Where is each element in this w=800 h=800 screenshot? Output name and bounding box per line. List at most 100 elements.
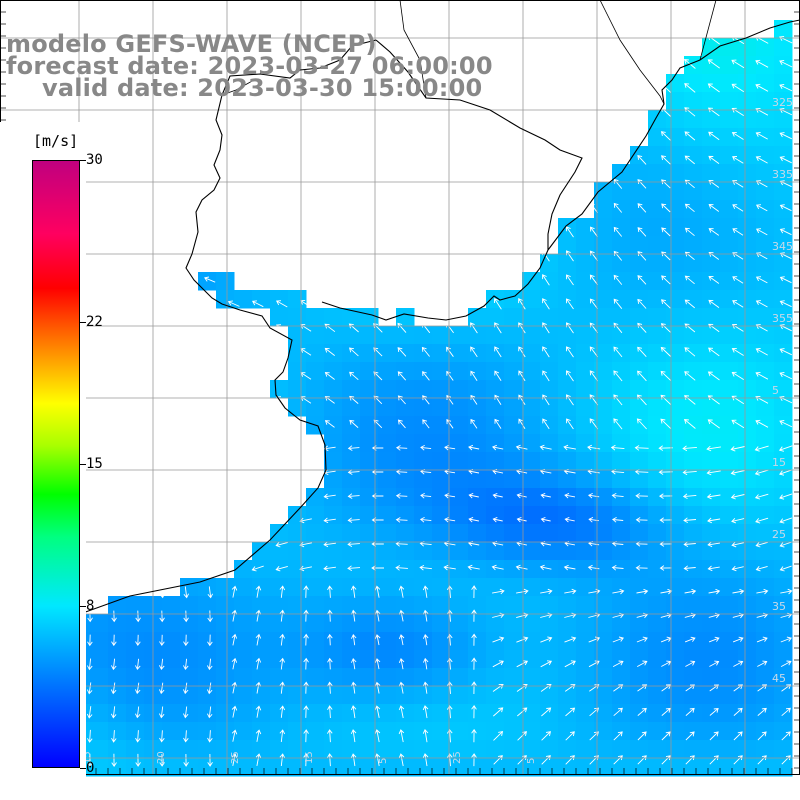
wind-arrow xyxy=(422,371,430,381)
wind-arrow xyxy=(733,731,743,741)
wind-cell xyxy=(774,686,793,705)
wind-cell xyxy=(738,218,757,237)
wind-cell xyxy=(756,182,775,201)
wind-arrow xyxy=(470,370,478,381)
wind-cell xyxy=(558,578,577,597)
wind-cell xyxy=(198,722,217,741)
wind-cell xyxy=(288,398,307,417)
wind-cell xyxy=(522,470,541,489)
wind-cell xyxy=(252,668,271,687)
wind-cell xyxy=(594,668,613,687)
wind-arrow xyxy=(327,609,333,622)
wind-cell xyxy=(90,614,109,633)
wind-cell xyxy=(594,722,613,741)
wind-arrow xyxy=(443,564,456,571)
wind-arrow xyxy=(684,371,696,381)
wind-arrow xyxy=(660,346,672,357)
wind-cell xyxy=(396,686,415,705)
wind-cell xyxy=(198,614,217,633)
wind-arrow xyxy=(374,609,381,622)
wind-cell xyxy=(612,182,631,201)
wind-cell xyxy=(324,722,343,741)
wind-cell xyxy=(720,290,739,309)
right-edge-label: 15 xyxy=(772,456,786,469)
wind-cell xyxy=(360,668,379,687)
wind-arrow xyxy=(781,731,791,741)
wind-cell xyxy=(180,740,199,759)
wind-cell xyxy=(594,200,613,219)
wind-arrow xyxy=(255,609,262,622)
wind-arrow xyxy=(470,418,478,429)
wind-arrow xyxy=(279,585,286,598)
wind-arrow xyxy=(422,585,429,598)
wind-arrow xyxy=(779,204,792,212)
wind-cell xyxy=(666,758,685,777)
wind-cell xyxy=(126,632,145,651)
wind-arrow xyxy=(780,660,792,667)
wind-cell xyxy=(702,434,721,453)
wind-arrow xyxy=(183,610,189,623)
wind-cell xyxy=(468,614,487,633)
wind-cell xyxy=(504,668,523,687)
wind-cell xyxy=(360,722,379,741)
wind-cell xyxy=(720,578,739,597)
wind-arrow xyxy=(635,493,648,499)
wind-cell xyxy=(576,614,595,633)
wind-cell xyxy=(378,578,397,597)
wind-cell xyxy=(432,686,451,705)
wind-cell xyxy=(702,128,721,147)
wind-cell xyxy=(702,542,721,561)
wind-cell xyxy=(666,434,685,453)
wind-cell xyxy=(612,308,631,327)
wind-arrow xyxy=(708,131,720,141)
wind-arrow xyxy=(398,585,405,598)
wind-cell xyxy=(342,452,361,471)
wind-arrow xyxy=(398,729,405,743)
wind-arrow xyxy=(731,59,745,69)
wind-cell xyxy=(306,740,325,759)
wind-cell xyxy=(126,596,145,615)
wind-arrow xyxy=(540,612,553,619)
wind-cell xyxy=(594,362,613,381)
wind-cell xyxy=(216,722,235,741)
wind-cell xyxy=(432,524,451,543)
wind-cell xyxy=(270,524,289,543)
wind-cell xyxy=(306,722,325,741)
wind-cell xyxy=(378,596,397,615)
wind-cell xyxy=(720,668,739,687)
wind-arrow xyxy=(444,516,456,523)
wind-cell xyxy=(720,56,739,75)
wind-cell xyxy=(378,434,397,453)
wind-cell xyxy=(702,452,721,471)
wind-cell xyxy=(450,326,469,345)
wind-cell xyxy=(486,470,505,489)
wind-cell xyxy=(594,758,613,777)
wind-cell xyxy=(684,632,703,651)
wind-arrow xyxy=(204,276,216,283)
wind-cell xyxy=(684,434,703,453)
right-edge-label: 335 xyxy=(772,168,793,181)
wind-cell xyxy=(504,632,523,651)
wind-cell xyxy=(432,596,451,615)
wind-cell xyxy=(414,362,433,381)
wind-arrow xyxy=(757,731,767,741)
wind-cell xyxy=(324,416,343,435)
wind-cell xyxy=(450,722,469,741)
wind-arrow xyxy=(613,298,623,309)
wind-arrow xyxy=(159,753,165,767)
right-edge-label: 25 xyxy=(772,528,786,541)
wind-cell xyxy=(630,542,649,561)
wind-cell xyxy=(702,272,721,291)
wind-arrow xyxy=(279,609,286,622)
wind-arrow xyxy=(397,419,406,429)
wind-cell xyxy=(522,416,541,435)
wind-arrow xyxy=(467,564,480,571)
wind-arrow xyxy=(516,492,527,499)
wind-cell xyxy=(720,704,739,723)
wind-cell xyxy=(594,308,613,327)
wind-cell xyxy=(576,524,595,543)
wind-cell xyxy=(774,164,793,183)
wind-cell xyxy=(90,758,109,777)
wind-arrow xyxy=(731,565,744,572)
wind-cell xyxy=(612,344,631,363)
